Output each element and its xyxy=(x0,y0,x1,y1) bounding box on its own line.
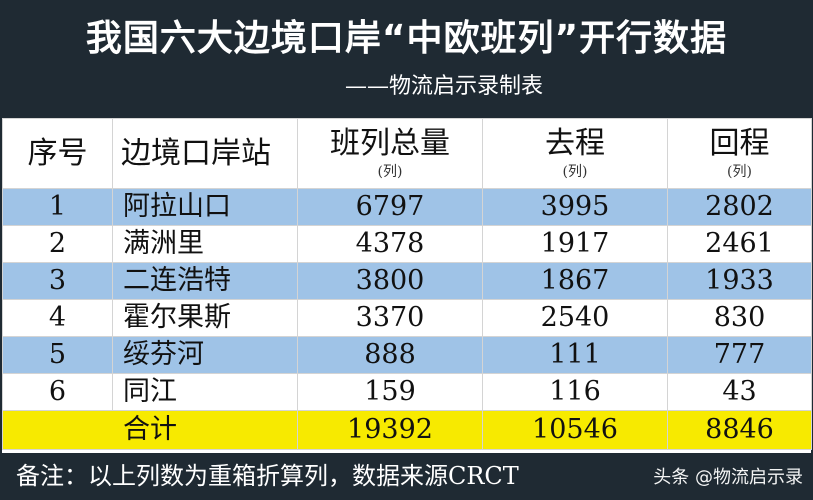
column-header-index: 序号 xyxy=(2,118,113,189)
row-total: 888 xyxy=(297,336,483,374)
row-outbound: 2540 xyxy=(482,299,668,337)
row-station: 霍尔果斯 xyxy=(112,299,298,337)
row-index: 3 xyxy=(2,262,113,300)
footnote-bar: 备注：以上列数为重箱折算列，数据来源CRCT xyxy=(2,453,811,498)
sheet-header: 我国六大边境口岸“中欧班列”开行数据 ——物流启示录制表 xyxy=(2,2,811,118)
footnote-text: 备注：以上列数为重箱折算列，数据来源CRCT xyxy=(16,461,519,490)
summary-inbound: 8846 xyxy=(667,410,812,450)
table-row: 6 同江 159 116 43 xyxy=(2,373,812,411)
column-header-total: 班列总量 (列) xyxy=(297,118,483,189)
column-header-outbound-unit: (列) xyxy=(562,163,588,180)
row-outbound: 1867 xyxy=(482,262,668,300)
column-header-index-label: 序号 xyxy=(27,135,88,171)
summary-outbound: 10546 xyxy=(482,410,668,450)
source-watermark: 头条 @物流启示录 xyxy=(653,467,803,488)
column-header-inbound-label: 回程 xyxy=(709,125,770,161)
row-total: 159 xyxy=(297,373,483,411)
table-row: 2 满洲里 4378 1917 2461 xyxy=(2,225,812,263)
row-inbound: 830 xyxy=(667,299,812,337)
column-header-station-label: 边境口岸站 xyxy=(121,135,271,171)
row-outbound: 3995 xyxy=(482,188,668,226)
row-index: 1 xyxy=(2,188,113,226)
row-outbound: 111 xyxy=(482,336,668,374)
row-station: 满洲里 xyxy=(112,225,298,263)
summary-total: 19392 xyxy=(297,410,483,450)
row-index: 6 xyxy=(2,373,113,411)
row-outbound: 116 xyxy=(482,373,668,411)
table-row: 4 霍尔果斯 3370 2540 830 xyxy=(2,299,812,337)
table-row: 5 绥芬河 888 111 777 xyxy=(2,336,812,374)
column-header-inbound: 回程 (列) xyxy=(667,118,812,189)
column-header-inbound-unit: (列) xyxy=(727,163,752,180)
column-header-total-label: 班列总量 xyxy=(330,125,450,161)
row-station: 二连浩特 xyxy=(112,262,298,300)
sheet-title: 我国六大边境口岸“中欧班列”开行数据 xyxy=(85,18,728,59)
row-inbound: 1933 xyxy=(667,262,812,300)
border-port-table: 序号 边境口岸站 班列总量 (列) 去程 (列) 回程 (列) xyxy=(2,118,812,450)
row-index: 4 xyxy=(2,299,113,337)
row-station: 阿拉山口 xyxy=(112,188,298,226)
row-inbound: 43 xyxy=(667,373,812,411)
summary-label: 合计 xyxy=(2,410,298,450)
column-header-total-unit: (列) xyxy=(377,163,403,180)
table-row: 1 阿拉山口 6797 3995 2802 xyxy=(2,188,812,226)
table-header-row: 序号 边境口岸站 班列总量 (列) 去程 (列) 回程 (列) xyxy=(2,118,812,189)
row-station: 绥芬河 xyxy=(112,336,298,374)
row-total: 3800 xyxy=(297,262,483,300)
row-inbound: 2802 xyxy=(667,188,812,226)
row-inbound: 2461 xyxy=(667,225,812,263)
sheet-subtitle: ——物流启示录制表 xyxy=(344,74,543,99)
row-total: 6797 xyxy=(297,188,483,226)
column-header-outbound-label: 去程 xyxy=(545,125,605,161)
row-station: 同江 xyxy=(112,373,298,411)
row-index: 2 xyxy=(2,225,113,263)
column-header-outbound: 去程 (列) xyxy=(482,118,668,189)
row-total: 4378 xyxy=(297,225,483,263)
column-header-station: 边境口岸站 xyxy=(112,118,298,189)
row-total: 3370 xyxy=(297,299,483,337)
row-index: 5 xyxy=(2,336,113,374)
row-inbound: 777 xyxy=(667,336,812,374)
row-outbound: 1917 xyxy=(482,225,668,263)
table-row: 3 二连浩特 3800 1867 1933 xyxy=(2,262,812,300)
summary-row: 合计 19392 10546 8846 xyxy=(2,410,812,450)
